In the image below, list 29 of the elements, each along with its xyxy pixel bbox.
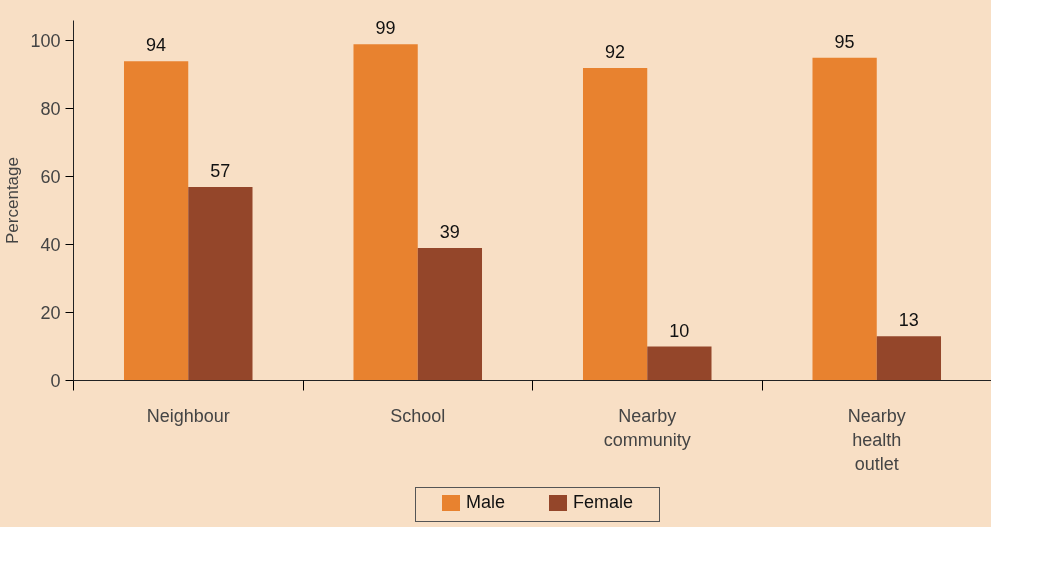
y-axis-title: Percentage: [3, 157, 23, 244]
y-tick-label: 60: [40, 167, 61, 188]
data-label: 57: [210, 160, 231, 181]
legend-label: Female: [572, 491, 634, 514]
y-tick-label: 100: [30, 31, 61, 52]
data-label: 13: [898, 310, 919, 331]
x-tick-label: Neighbour: [146, 405, 230, 426]
data-label: 94: [146, 35, 167, 56]
x-tick-label: Nearby community: [603, 405, 691, 450]
y-tick-label: 40: [40, 235, 61, 256]
data-label: 99: [375, 18, 396, 39]
bar: [647, 346, 712, 381]
y-tick-label: 80: [40, 99, 61, 120]
bar: [417, 248, 483, 381]
data-label: 95: [834, 31, 855, 52]
bar: [582, 68, 648, 381]
bar: [188, 186, 253, 381]
legend-label: Male: [465, 491, 506, 514]
bar: [876, 336, 942, 381]
data-label: 10: [669, 320, 690, 341]
data-label: 39: [439, 222, 460, 243]
data-label: 92: [605, 42, 626, 63]
y-tick-label: 20: [40, 303, 61, 324]
bar: [353, 44, 418, 381]
bar: [123, 61, 189, 381]
x-tick-label: School: [390, 405, 446, 426]
x-tick-label: Nearby health outlet: [847, 405, 906, 474]
y-tick-label: 0: [50, 371, 61, 391]
bar: [812, 57, 877, 381]
